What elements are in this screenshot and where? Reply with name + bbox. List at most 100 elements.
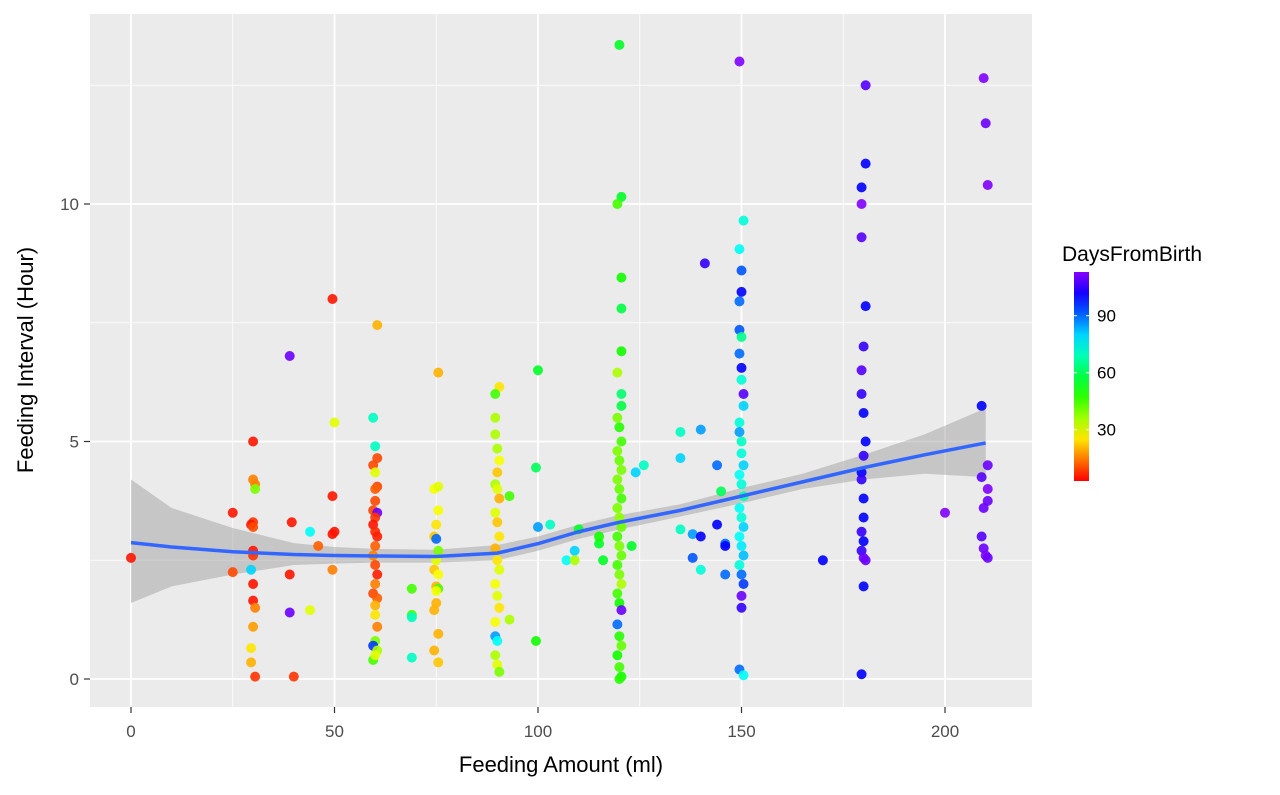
data-point [248,522,259,532]
data-point [858,450,869,461]
data-point [976,531,987,542]
data-point [856,182,867,193]
x-tick-label: 0 [126,722,135,741]
data-point [630,467,641,478]
data-point [250,484,261,494]
data-point [695,531,706,542]
data-point [738,389,749,399]
data-point [327,529,338,540]
data-point [856,389,867,399]
y-tick-label: 0 [70,670,79,689]
data-point [712,519,723,530]
data-point [860,436,871,447]
data-point [612,588,623,599]
data-point [490,617,501,627]
data-point [305,526,316,537]
data-point [612,199,623,209]
data-point [856,199,867,209]
data-point [494,455,505,466]
data-point [327,294,338,304]
data-point [614,674,625,684]
y-tick-label: 5 [70,433,79,452]
data-point [504,491,515,502]
data-point [860,158,871,169]
data-point [433,569,444,580]
data-point [616,389,627,399]
data-point [406,583,417,594]
data-point [284,351,295,361]
points-layer [126,39,993,684]
data-point [940,507,950,518]
data-point [406,652,417,663]
data-point [494,666,505,677]
data-point [982,460,993,471]
data-point [616,493,627,504]
data-point [736,602,747,613]
data-point [504,614,515,625]
data-point [372,320,383,331]
data-point [490,507,501,518]
data-point [675,453,686,464]
data-point [736,569,747,580]
data-point [370,467,381,478]
plot-panel [90,14,1032,707]
data-point [372,531,383,542]
x-tick-label: 150 [727,722,755,741]
data-point [616,640,627,651]
data-point [734,56,745,67]
data-point [734,531,745,542]
data-point [858,536,869,547]
data-point [569,555,580,566]
data-point [370,650,381,661]
data-point [614,541,625,551]
data-point [858,408,869,418]
x-axis-title: Feeding Amount (ml) [459,752,663,777]
data-point [250,602,261,613]
data-point [429,605,440,616]
data-point [313,541,324,551]
legend-ticks: 30 60 90 [1074,307,1116,440]
data-point [533,522,543,532]
data-point [614,39,625,50]
data-point [738,522,749,532]
data-point [614,569,625,580]
data-point [626,541,637,551]
data-point [126,552,136,563]
data-point [736,362,747,373]
data-point [370,495,381,506]
data-point [817,555,828,566]
data-point [533,365,543,376]
data-point [738,670,749,681]
data-point [616,550,627,561]
data-point [227,567,238,578]
data-point [490,429,501,440]
data-point [494,531,505,542]
data-point [734,296,745,307]
data-point [675,524,686,535]
data-point [612,619,623,630]
data-point [734,503,745,513]
data-point [492,555,503,566]
data-point [248,621,259,632]
data-point [616,605,627,616]
data-point [490,650,501,661]
data-point [250,671,261,682]
data-point [284,607,295,618]
legend-tick-label: 60 [1097,364,1116,383]
legend-colorbar [1074,272,1089,481]
data-point [614,422,625,433]
data-point [860,555,871,566]
data-point [734,427,745,437]
data-point [327,564,338,575]
data-point [736,512,747,523]
legend-title: DaysFromBirth [1062,243,1202,266]
data-point [720,541,731,551]
legend-tick-label: 30 [1097,421,1116,440]
data-point [860,301,871,312]
data-point [614,455,625,466]
data-point [433,628,444,639]
legend: DaysFromBirth 30 60 90 [1062,243,1202,481]
data-point [856,526,867,537]
data-point [856,365,867,376]
